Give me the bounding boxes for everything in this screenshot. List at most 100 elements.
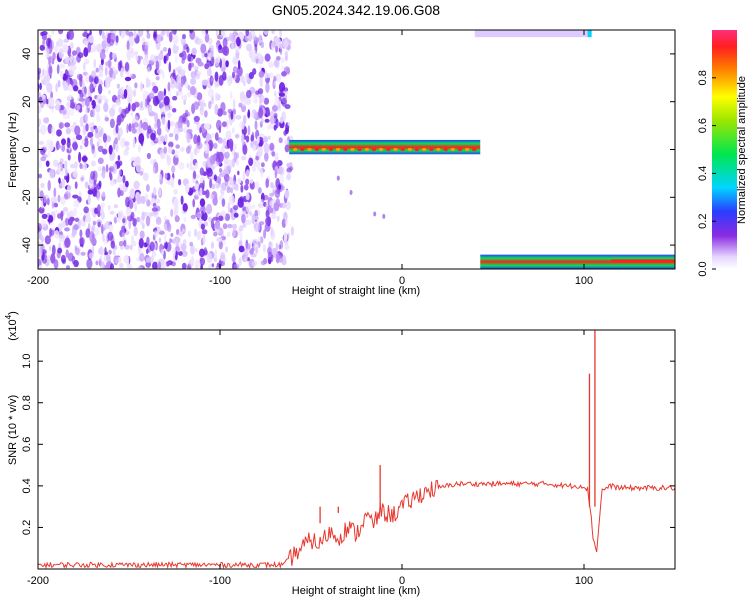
noise-speck <box>83 40 89 46</box>
noise-speck <box>38 173 43 179</box>
noise-speck <box>164 219 170 225</box>
noise-speck <box>232 252 236 264</box>
colorbar: 0.0 0.2 0.4 0.6 0.8 Normalized spectral ampl… <box>697 30 748 277</box>
noise-speck <box>260 199 264 204</box>
noise-speck <box>212 216 219 221</box>
noise-speck <box>72 141 78 151</box>
noise-speck <box>232 180 237 191</box>
snr-panel: -200 -100 0 100 0.2 0.4 0.6 0.8 1.0 Height of st… <box>4 311 676 597</box>
noise-speck <box>49 228 53 238</box>
noise-speck <box>204 63 210 70</box>
aliased-high-band <box>474 30 590 38</box>
noise-speck <box>51 58 55 65</box>
noise-speck <box>275 56 281 61</box>
noise-speck <box>124 107 130 114</box>
noise-speck <box>58 30 64 35</box>
noise-speck <box>146 152 151 160</box>
noise-speck <box>251 238 258 245</box>
snr-marks <box>38 330 675 569</box>
noise-speck <box>270 213 277 220</box>
noise-speck <box>239 225 244 232</box>
colorbar-tick-label: 0.6 <box>697 118 709 133</box>
noise-speck <box>264 53 271 62</box>
noise-speck <box>109 51 114 61</box>
noise-speck <box>280 202 287 209</box>
noise-speck <box>64 57 70 64</box>
colorbar-tick-label: 0.2 <box>697 214 709 229</box>
noise-speck <box>65 265 71 269</box>
noise-speck <box>150 132 156 141</box>
noise-speck <box>231 71 236 79</box>
noise-speck <box>260 117 264 125</box>
noise-speck <box>190 255 195 265</box>
noise-speck <box>109 118 115 129</box>
noise-speck <box>174 55 178 63</box>
noise-speck <box>45 116 49 124</box>
noise-speck <box>169 238 173 244</box>
noise-speck <box>111 150 116 160</box>
noise-speck <box>121 225 125 237</box>
noise-speck <box>115 258 119 264</box>
noise-speck <box>132 137 136 148</box>
noise-speck <box>66 184 72 193</box>
noise-speck <box>108 249 112 255</box>
noise-speck <box>207 52 212 62</box>
noise-speck <box>39 190 44 202</box>
noise-speck <box>98 180 102 188</box>
noise-speck <box>194 73 201 80</box>
noise-speck <box>224 145 230 150</box>
noise-speck <box>191 47 197 56</box>
noise-speck <box>207 88 215 98</box>
noise-speck <box>128 123 132 132</box>
noise-speck <box>242 144 248 155</box>
noise-speck <box>156 119 161 130</box>
noise-speck <box>95 227 100 236</box>
noise-speck <box>196 230 202 240</box>
noise-speck <box>85 216 92 223</box>
noise-speck <box>59 63 66 69</box>
noise-speck <box>126 40 130 50</box>
snr-multiplier-base: (x10 <box>7 319 19 340</box>
noise-speck <box>168 141 174 148</box>
noise-speck <box>102 31 105 40</box>
noise-speck <box>70 80 74 86</box>
carrier-peak <box>364 147 369 152</box>
noise-speck <box>50 253 56 264</box>
noise-speck <box>38 206 45 214</box>
noise-speck <box>64 227 70 232</box>
colorbar-tick-label: 0.0 <box>697 261 709 276</box>
noise-speck <box>174 150 179 159</box>
noise-speck <box>55 101 61 106</box>
noise-speck <box>133 226 138 237</box>
noise-speck <box>90 109 94 118</box>
noise-speck <box>214 221 221 232</box>
noise-speck <box>58 122 65 129</box>
noise-speck <box>153 230 159 238</box>
noise-speck <box>239 33 244 40</box>
noise-speck <box>269 142 275 151</box>
noise-speck <box>136 194 142 205</box>
noise-speck <box>83 163 87 171</box>
noise-speck <box>202 160 209 168</box>
noise-speck <box>181 262 187 269</box>
noise-speck <box>172 95 178 101</box>
noise-speck <box>50 91 53 100</box>
noise-speck <box>138 144 141 153</box>
noise-speck <box>62 207 69 212</box>
noise-speck <box>209 155 216 165</box>
noise-speck <box>136 266 143 269</box>
noise-speck <box>264 118 270 123</box>
noise-speck <box>47 34 52 39</box>
noise-speck <box>150 255 154 264</box>
noise-speck <box>110 240 116 249</box>
noise-speck <box>76 104 81 111</box>
y-tick-label: 1.0 <box>21 354 33 369</box>
noise-speck <box>92 220 96 226</box>
noise-speck <box>85 107 88 114</box>
noise-speck <box>168 61 172 73</box>
snr-multiplier-exp: 4 <box>4 314 13 319</box>
noise-speck <box>241 155 247 161</box>
noise-speck <box>48 65 53 77</box>
noise-speck <box>199 187 203 197</box>
noise-speck <box>202 102 207 108</box>
